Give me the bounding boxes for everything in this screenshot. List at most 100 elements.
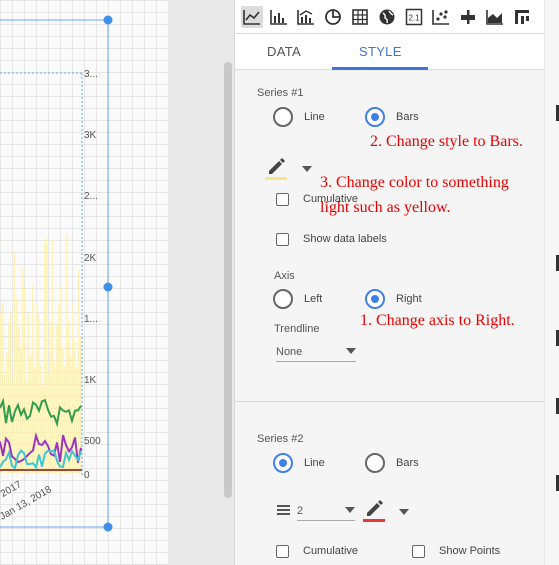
- bar: [28, 313, 30, 473]
- bar: [18, 327, 20, 473]
- bar: [44, 242, 46, 473]
- series2-section: Series #2 Line Bars 2 Cumulative: [235, 402, 544, 565]
- bar: [68, 321, 70, 473]
- chevron-down-icon: [346, 348, 356, 354]
- geo-map-icon[interactable]: [376, 6, 398, 28]
- bar: [50, 321, 52, 473]
- bar: [38, 315, 40, 473]
- series2-color-picker[interactable]: [363, 499, 385, 522]
- y-tick-label: 3...: [84, 69, 98, 80]
- series2-bars-radio[interactable]: [365, 453, 385, 473]
- series1-cumulative-checkbox[interactable]: [276, 193, 289, 206]
- series2-color-dropdown-caret[interactable]: [399, 509, 409, 515]
- series-line-green: [0, 397, 82, 428]
- annotation-change-style: 2. Change style to Bars.: [370, 133, 523, 150]
- time-series-chart[interactable]: 3... 3K 2... 2K 1... 1K 500 0 , 2017 Jan…: [0, 0, 168, 565]
- series1-color-swatch: [265, 177, 287, 180]
- bar: [12, 380, 14, 473]
- series1-color-picker[interactable]: [265, 157, 287, 180]
- y-tick-label: 1K: [84, 375, 97, 386]
- series2-line-weight-select[interactable]: 2: [297, 501, 355, 521]
- series1-axis-left-label: Left: [304, 293, 323, 305]
- bar: [40, 364, 42, 473]
- properties-panel: 2.1 DATA STYLE Series #1 Line: [234, 0, 559, 565]
- bar: [56, 325, 58, 473]
- section-divider: [235, 401, 544, 402]
- series1-trendline-select[interactable]: None: [276, 342, 356, 362]
- adjacent-panel-edge: [544, 0, 559, 565]
- series2-title: Series #2: [257, 433, 304, 445]
- pie-chart-icon[interactable]: [322, 6, 344, 28]
- series1-line-radio[interactable]: [273, 107, 293, 127]
- area-chart-icon[interactable]: [484, 6, 506, 28]
- bar: [22, 267, 24, 473]
- series1-axis-left-radio[interactable]: [273, 289, 293, 309]
- panel-tabs: DATA STYLE: [235, 34, 559, 70]
- series1-axis-right-radio[interactable]: [365, 289, 385, 309]
- bar: [8, 322, 10, 473]
- bar: [32, 285, 34, 473]
- bar: [66, 235, 68, 473]
- bar: [24, 287, 26, 473]
- series1-color-dropdown-caret[interactable]: [302, 166, 312, 172]
- bar: [78, 269, 80, 473]
- series2-line-label: Line: [304, 457, 325, 469]
- resize-handle-bottom-right[interactable]: [103, 522, 113, 532]
- series-line-purple: [0, 431, 82, 464]
- resize-handle-top-right[interactable]: [103, 15, 113, 25]
- series2-color-swatch: [363, 519, 385, 522]
- bar-chart-icon[interactable]: [268, 6, 290, 28]
- series-line-cyan: [0, 448, 82, 470]
- resize-handle-right[interactable]: [103, 282, 113, 292]
- bar: [58, 304, 60, 473]
- line-chart-icon[interactable]: [241, 5, 263, 28]
- series1-show-data-labels-checkbox[interactable]: [276, 233, 289, 246]
- y-tick-label: 0: [84, 470, 90, 481]
- bar: [80, 336, 82, 473]
- bar: [42, 384, 44, 473]
- line-weight-icon: [277, 505, 290, 515]
- series2-line-weight-value: 2: [297, 505, 304, 517]
- bar: [76, 368, 78, 473]
- series2-show-points-checkbox[interactable]: [412, 545, 425, 558]
- series2-line-radio[interactable]: [273, 453, 293, 473]
- series1-axis-right-label: Right: [396, 293, 422, 305]
- series2-bars-label: Bars: [396, 457, 419, 469]
- series1-bars-label: Bars: [396, 111, 419, 123]
- series1-bars-radio[interactable]: [365, 107, 385, 127]
- series1-title: Series #1: [257, 87, 304, 99]
- canvas-gutter: [168, 0, 234, 565]
- series2-cumulative-checkbox[interactable]: [276, 545, 289, 558]
- bar: [34, 367, 36, 473]
- scatter-chart-icon[interactable]: [430, 6, 452, 28]
- series1-trendline-label: Trendline: [274, 323, 320, 335]
- pencil-icon: [367, 500, 383, 516]
- pencil-icon: [269, 158, 285, 174]
- table-icon[interactable]: [349, 6, 371, 28]
- y-tick-label: 1...: [84, 314, 98, 325]
- series1-section: Series #1 Line Bars Cumulative Show data…: [235, 71, 544, 401]
- series1-show-data-labels-label: Show data labels: [303, 233, 387, 245]
- pivot-table-icon[interactable]: [511, 6, 533, 28]
- canvas-scrollbar[interactable]: [224, 62, 232, 498]
- y-tick-label: 2K: [84, 253, 97, 264]
- bar: [64, 365, 66, 473]
- bar: [46, 237, 48, 473]
- combo-chart-icon[interactable]: [295, 6, 317, 28]
- series1-trendline-value: None: [276, 346, 303, 358]
- chart-type-toolbar: 2.1: [235, 0, 559, 34]
- scorecard-icon[interactable]: 2.1: [403, 6, 425, 28]
- tab-style[interactable]: STYLE: [359, 44, 402, 59]
- bar: [26, 380, 28, 473]
- bar: [14, 252, 16, 473]
- series1-axis-label: Axis: [274, 270, 295, 282]
- bar: [36, 303, 38, 473]
- chevron-down-icon: [345, 507, 355, 513]
- annotation-change-color-line1: 3. Change color to something: [320, 174, 509, 191]
- series1-bars: [0, 235, 82, 473]
- tab-data[interactable]: DATA: [267, 44, 301, 59]
- bullet-chart-icon[interactable]: [457, 6, 479, 28]
- bar: [52, 240, 54, 473]
- bar: [72, 305, 74, 473]
